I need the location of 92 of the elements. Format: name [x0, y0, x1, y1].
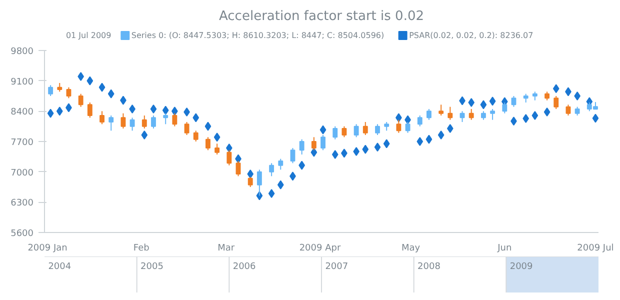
point: [98, 82, 106, 92]
legend-label: Series 0: (O: 8447.5303; H: 8610.3203; L: 8447; C: 8504.0596): [131, 31, 384, 40]
point: [310, 148, 318, 157]
point: [204, 122, 212, 131]
point: [162, 106, 169, 115]
x-tick-label: 2009 Jul: [577, 244, 614, 254]
point: [438, 130, 444, 140]
point: [480, 100, 487, 110]
y-tick-label: 6300: [10, 198, 34, 209]
y-tick-label: 5600: [10, 229, 34, 239]
x-tick-label: 2009 Apr: [299, 244, 341, 254]
text: 2006: [232, 262, 256, 272]
candlestick: [120, 112, 126, 129]
point: [192, 113, 200, 122]
candlestick: [299, 138, 304, 155]
point: [552, 84, 560, 94]
point: [574, 92, 580, 100]
candlestick: [142, 115, 147, 129]
text: 2005: [140, 262, 164, 272]
point: [416, 137, 424, 146]
point: [47, 108, 54, 118]
point: [129, 104, 136, 114]
candlestick: [100, 110, 104, 125]
candlestick: [448, 106, 453, 120]
point: [332, 150, 338, 159]
candlestick: [184, 122, 190, 136]
y-tick-label: 7700: [10, 138, 34, 148]
candlestick: [417, 115, 422, 127]
candlestick: [193, 130, 198, 142]
candlestick: [269, 162, 274, 177]
candlestick: [278, 158, 284, 170]
point: [78, 72, 84, 81]
candlestick: [66, 86, 72, 99]
candlestick: [362, 122, 368, 136]
point: [320, 125, 326, 134]
point: [247, 170, 254, 178]
point: [522, 114, 530, 124]
point: [141, 130, 148, 140]
candlestick: [438, 104, 444, 116]
candlestick: [130, 117, 135, 132]
y-tick-label: 9800: [10, 47, 34, 57]
text: 2009: [510, 262, 534, 272]
point: [544, 108, 550, 117]
point: [362, 144, 369, 154]
point: [214, 132, 220, 142]
point: [489, 96, 496, 106]
point: [532, 111, 538, 120]
point: [150, 104, 157, 114]
candlestick: [214, 143, 220, 155]
point: [383, 139, 390, 148]
candlestick: [151, 115, 156, 129]
candlestick: [490, 108, 496, 120]
candlestick: [108, 115, 114, 132]
text: 2007: [325, 262, 348, 272]
point: [468, 98, 475, 107]
candlestick: [566, 104, 571, 116]
x-tick-label: Feb: [133, 244, 150, 254]
chart-title: Acceleration factor start is 0.02: [219, 9, 424, 24]
candlestick: [375, 124, 380, 136]
text: 2008: [418, 262, 441, 272]
x-tick-label: Jun: [496, 244, 512, 254]
candlestick: [206, 136, 210, 151]
candlestick: [87, 102, 92, 118]
x-tick-label: 2009 Jan: [28, 244, 68, 254]
candlestick: [78, 93, 84, 108]
candlestick: [426, 108, 432, 120]
x-tick-label: May: [402, 244, 421, 254]
candlestick: [511, 96, 516, 108]
text: 2004: [48, 262, 72, 272]
point: [86, 76, 94, 86]
point: [277, 180, 284, 190]
point: [446, 124, 454, 133]
y-tick-label: 7000: [10, 168, 34, 178]
point: [226, 144, 232, 152]
point: [426, 134, 432, 144]
legend-label: PSAR(0.02, 0.02, 0.2): 8236.07: [409, 31, 534, 40]
candlestick: [290, 148, 296, 164]
candlestick: [342, 126, 347, 138]
candlestick: [320, 134, 326, 151]
point: [108, 89, 114, 98]
point: [374, 142, 381, 152]
point: [56, 106, 63, 116]
x-tick-label: Mar: [218, 244, 235, 254]
candlestick: [354, 124, 359, 138]
candlestick: [468, 108, 474, 120]
legend-title: 01 Jul 2009: [66, 31, 112, 40]
candlestick: [48, 84, 54, 96]
candlestick: [554, 96, 559, 110]
y-tick-label: 9100: [10, 77, 34, 88]
point: [268, 189, 275, 198]
y-tick-label: 8400: [10, 108, 34, 118]
candlestick: [332, 126, 338, 140]
